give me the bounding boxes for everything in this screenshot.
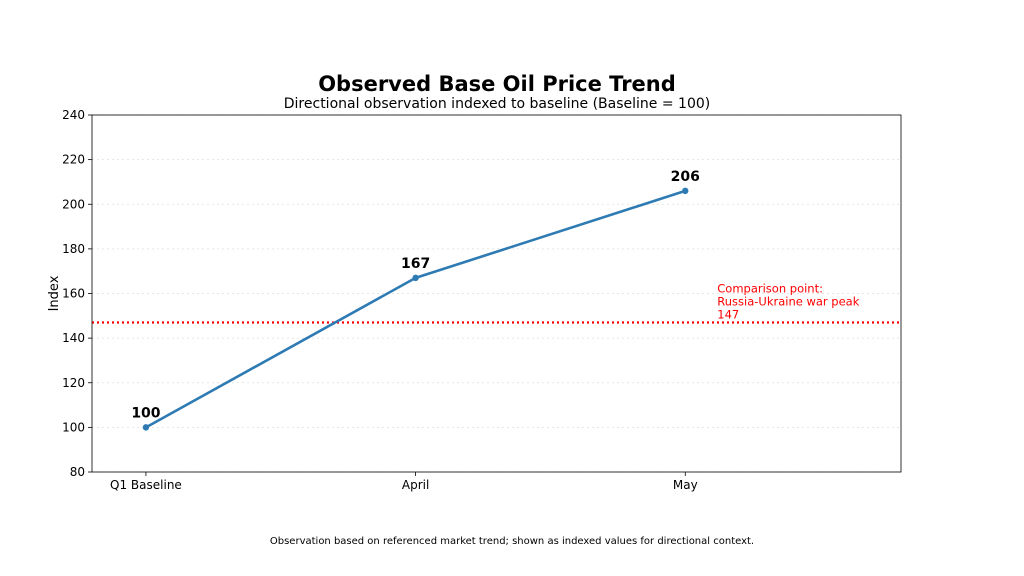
reference-annotation: Comparison point: Russia-Ukraine war peak… [717,281,859,321]
chart-title: Observed Base Oil Price Trend [318,72,676,96]
y-tick-label: 180 [62,242,85,256]
data-point [682,187,689,195]
annotation-line: 147 [717,307,739,321]
y-tick-label: 80 [70,465,85,479]
data-label: 167 [401,256,430,272]
y-tick-label: 220 [62,153,85,167]
series-layer: 100 167 206 [131,169,700,431]
y-axis-ticks: 80 100 120 140 160 180 200 220 240 [62,108,92,479]
x-tick-label: Q1 Baseline [110,478,182,492]
y-tick-label: 100 [62,420,85,434]
y-axis-label: Index [47,275,62,311]
chart-subtitle: Directional observation indexed to basel… [284,96,710,112]
x-axis-ticks: Q1 Baseline April May [110,472,698,492]
x-tick-label: April [402,478,429,492]
x-tick-label: May [673,478,698,492]
annotation-line: Russia-Ukraine war peak [717,294,859,308]
data-label: 100 [131,405,160,421]
y-tick-label: 120 [62,376,85,390]
data-point [142,424,150,431]
y-tick-label: 200 [62,197,85,211]
annotation-line: Comparison point: [717,281,823,295]
y-tick-label: 160 [62,287,85,301]
series-line [144,189,687,429]
data-point [412,274,419,282]
y-tick-label: 240 [62,108,85,122]
data-label: 206 [671,169,700,185]
y-tick-label: 140 [62,331,85,345]
footnote: Observation based on referenced market t… [270,536,754,547]
